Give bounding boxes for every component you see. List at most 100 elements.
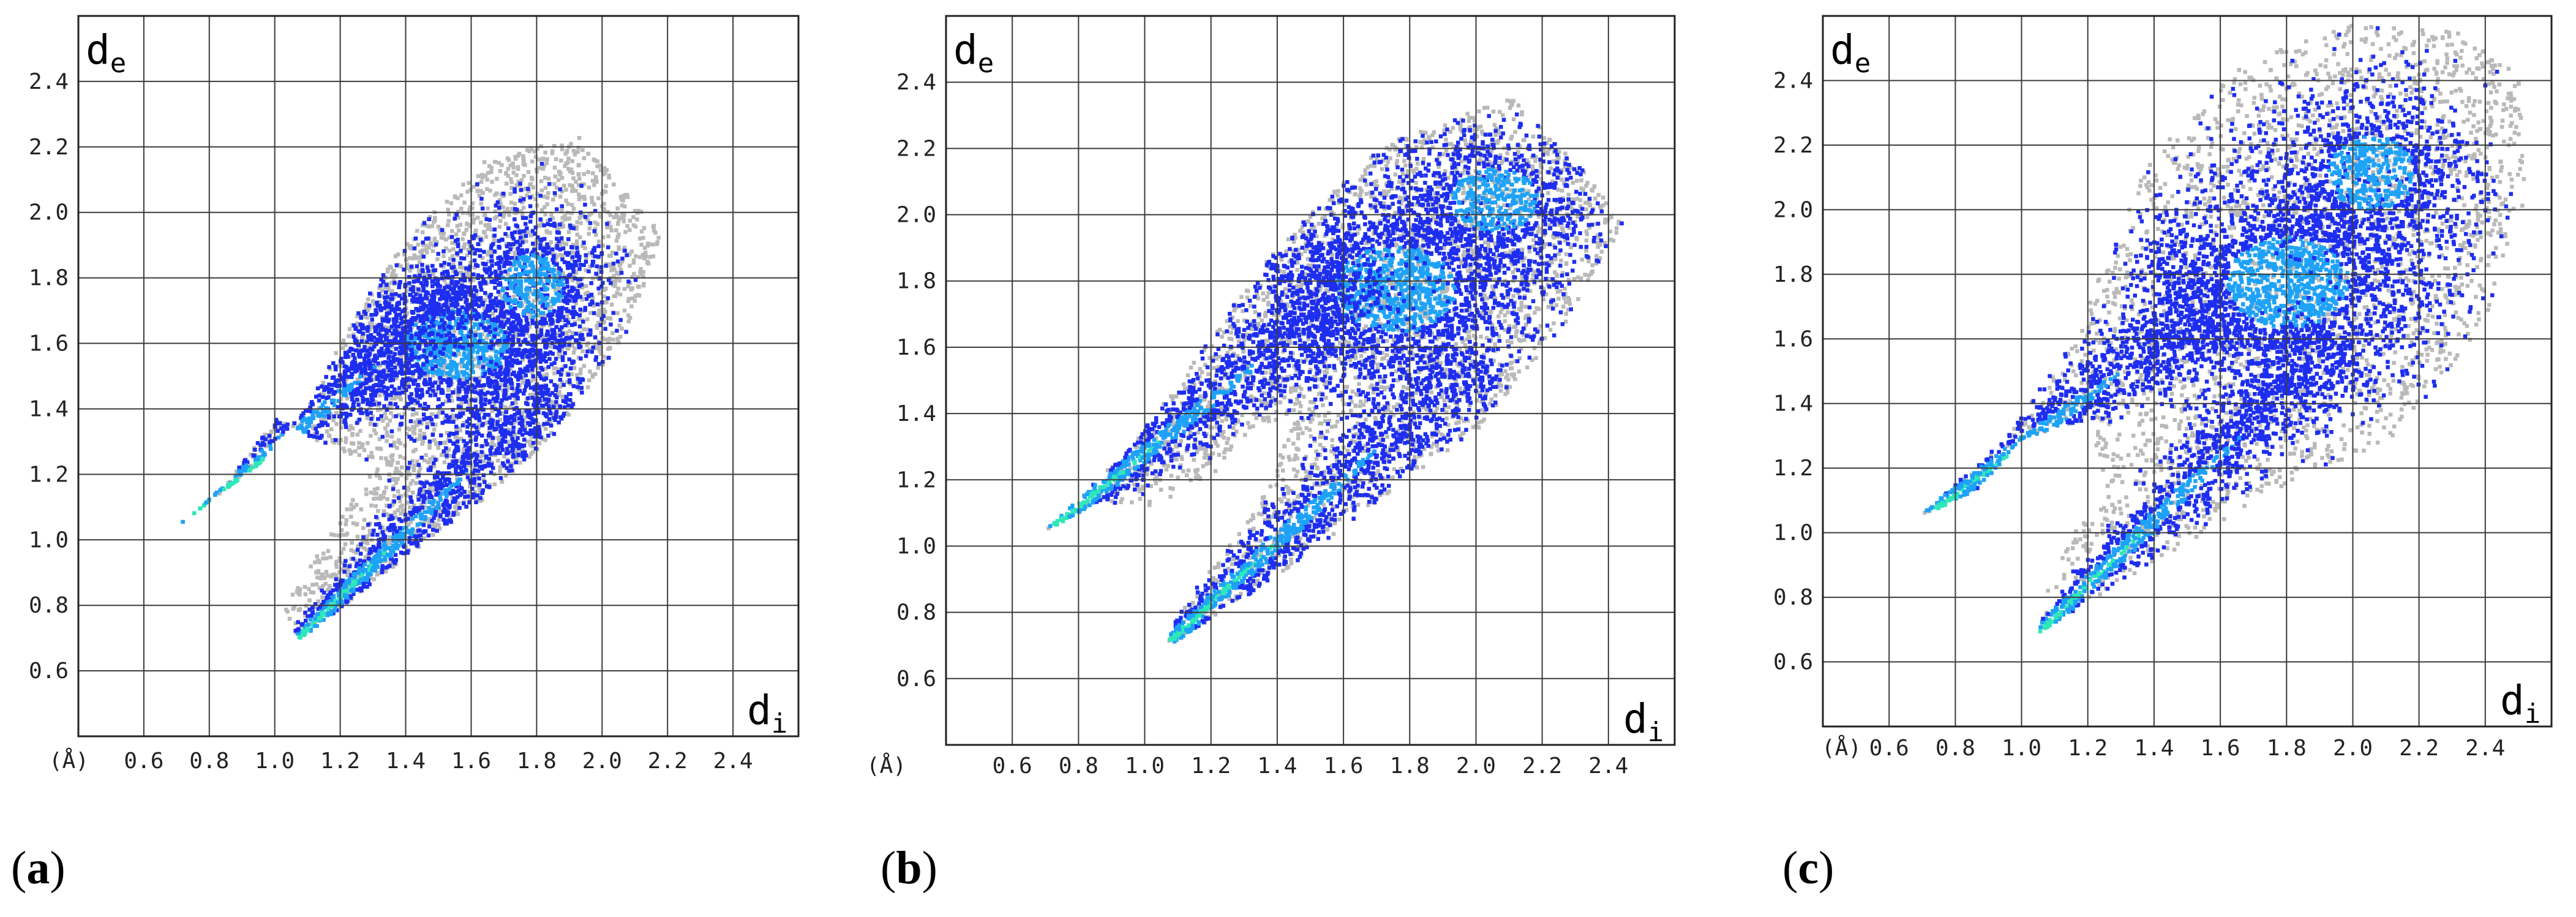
- gray-point: [405, 242, 410, 246]
- gray-point: [419, 251, 424, 256]
- density-point: [391, 317, 396, 322]
- gray-point: [546, 191, 550, 195]
- gray-point: [457, 352, 462, 357]
- gray-point: [405, 262, 410, 267]
- gray-point: [606, 347, 610, 351]
- gray-point: [392, 440, 397, 445]
- gray-point: [606, 234, 610, 239]
- gray-point: [584, 268, 588, 273]
- gray-point: [372, 428, 377, 432]
- gray-point: [422, 505, 427, 510]
- density-point: [436, 386, 441, 391]
- density-point: [475, 247, 479, 252]
- density-point: [590, 263, 595, 268]
- gray-point: [513, 446, 518, 451]
- gray-point: [501, 317, 505, 321]
- gray-point: [452, 457, 457, 461]
- density-point: [450, 296, 455, 300]
- density-point: [487, 267, 492, 272]
- density-point: [517, 251, 521, 255]
- density-point: [565, 301, 569, 305]
- gray-point: [446, 447, 451, 451]
- gray-point: [516, 154, 520, 158]
- density-point: [276, 436, 281, 440]
- density-point: [493, 368, 497, 372]
- gray-point: [525, 290, 529, 294]
- density-point: [408, 377, 413, 382]
- density-point: [587, 269, 591, 274]
- density-point: [552, 300, 557, 304]
- gray-point: [481, 361, 486, 365]
- density-point: [514, 324, 518, 328]
- gray-point: [406, 488, 411, 492]
- gray-point: [435, 240, 439, 244]
- gray-point: [320, 595, 325, 600]
- gray-point: [516, 165, 520, 170]
- gray-point: [593, 175, 598, 179]
- density-point: [361, 331, 365, 336]
- density-point: [467, 417, 471, 421]
- density-point: [566, 251, 571, 255]
- gray-point: [334, 573, 339, 578]
- density-point: [410, 364, 415, 368]
- gray-point: [390, 458, 395, 462]
- density-point: [515, 256, 520, 260]
- density-point: [422, 334, 427, 338]
- gray-point: [405, 432, 409, 436]
- gray-point: [462, 447, 467, 451]
- gray-point: [357, 345, 361, 350]
- density-point: [451, 258, 456, 262]
- gray-point: [603, 166, 607, 170]
- gray-point: [484, 235, 489, 239]
- density-point: [378, 283, 383, 288]
- density-point: [454, 322, 459, 327]
- gray-point: [468, 485, 472, 489]
- density-point: [426, 404, 430, 409]
- gray-point: [518, 238, 522, 243]
- density-point: [380, 346, 384, 351]
- density-point: [476, 383, 480, 388]
- density-point: [401, 329, 405, 334]
- density-point: [419, 338, 424, 343]
- gray-point: [315, 575, 320, 579]
- gray-point: [326, 588, 330, 592]
- gray-point: [480, 332, 484, 336]
- gray-point: [476, 423, 480, 428]
- density-point: [447, 262, 451, 266]
- density-point: [386, 363, 391, 368]
- density-point: [421, 412, 426, 417]
- density-point: [583, 308, 587, 312]
- density-point: [505, 359, 509, 363]
- density-point: [509, 231, 514, 236]
- density-point: [518, 303, 523, 308]
- density-point: [390, 297, 394, 301]
- gray-point: [470, 206, 475, 211]
- gray-point: [465, 463, 470, 467]
- density-point: [534, 418, 538, 423]
- density-point: [521, 369, 525, 373]
- density-point: [511, 320, 516, 325]
- density-point: [464, 371, 469, 375]
- density-point: [532, 247, 536, 252]
- gray-point: [571, 206, 576, 211]
- density-point: [482, 316, 487, 320]
- gray-point: [601, 311, 606, 315]
- density-point: [489, 293, 494, 297]
- gray-point: [393, 254, 398, 258]
- gray-point: [573, 346, 577, 351]
- gray-point: [574, 242, 579, 246]
- gray-point: [539, 188, 544, 193]
- density-point: [533, 337, 538, 341]
- density-point: [499, 328, 503, 333]
- density-point: [543, 249, 547, 254]
- density-point: [548, 217, 552, 222]
- gray-point: [530, 159, 535, 164]
- gray-point: [616, 221, 620, 225]
- density-point: [482, 249, 486, 254]
- gray-point: [505, 156, 510, 160]
- gray-point: [328, 412, 333, 417]
- gray-point: [496, 458, 500, 463]
- density-point: [478, 345, 482, 350]
- gray-point: [563, 164, 567, 168]
- density-point: [495, 391, 499, 395]
